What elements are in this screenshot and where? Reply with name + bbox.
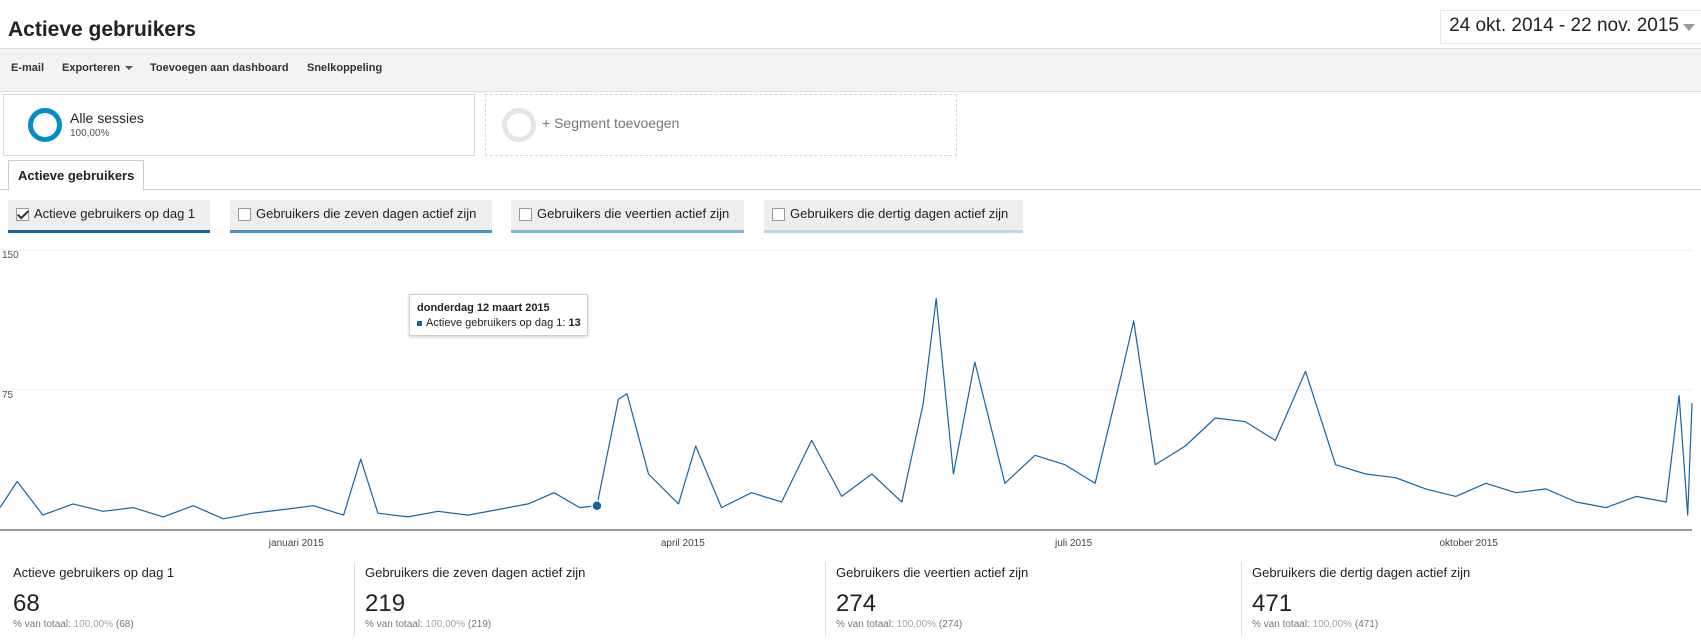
- metric-checkbox[interactable]: [519, 208, 532, 221]
- metric-toggle-day1[interactable]: Actieve gebruikers op dag 1: [8, 200, 210, 233]
- scorecard-sub-abs: (471): [1354, 619, 1379, 630]
- chevron-down-icon: [1683, 24, 1695, 31]
- tooltip-series: Actieve gebruikers op dag 1:: [426, 317, 566, 329]
- add-to-dashboard-button[interactable]: Toevoegen aan dashboard: [150, 62, 289, 74]
- metric-label: Gebruikers die zeven dagen actief zijn: [256, 206, 477, 221]
- scorecard-subtext: % van totaal: 100,00% (274): [836, 619, 962, 630]
- scorecard-name: Actieve gebruikers op dag 1: [13, 565, 175, 580]
- email-button[interactable]: E-mail: [11, 62, 45, 74]
- scorecard-sub-abs: (219): [467, 619, 492, 630]
- segment-placeholder-ring-icon: [502, 108, 536, 142]
- series-line: [0, 297, 1693, 520]
- scorecard-sub-pct: 100,00%: [896, 619, 937, 630]
- scorecard-day1[interactable]: Actieve gebruikers op dag 1 68 % van tot…: [13, 560, 343, 640]
- segment-percentage: 100,00%: [70, 128, 110, 139]
- x-tick-label: januari 2015: [268, 538, 324, 548]
- scorecard-sub-prefix: % van totaal:: [836, 619, 894, 630]
- metric-label: Gebruikers die veertien actief zijn: [537, 206, 730, 221]
- scorecard-value: 471: [1252, 590, 1293, 617]
- tab-divider: [0, 189, 1701, 190]
- caret-down-icon: [125, 66, 134, 71]
- date-range-picker[interactable]: 24 okt. 2014 - 22 nov. 2015: [1440, 10, 1701, 44]
- y-tick-label: 150: [2, 250, 19, 261]
- scorecard-subtext: % van totaal: 100,00% (471): [1252, 619, 1378, 630]
- tooltip-date: donderdag 12 maart 2015: [417, 302, 550, 314]
- scorecard-subtext: % van totaal: 100,00% (219): [365, 619, 491, 630]
- scorecard-divider: [354, 562, 355, 636]
- scorecard-value: 68: [13, 590, 40, 617]
- metric-label: Gebruikers die dertig dagen actief zijn: [790, 206, 1009, 221]
- metric-toggle-7day[interactable]: Gebruikers die zeven dagen actief zijn: [230, 200, 492, 233]
- export-label: Exporteren: [62, 62, 121, 74]
- checkmark-icon: [16, 207, 30, 220]
- scorecard-subtext: % van totaal: 100,00% (68): [13, 619, 134, 630]
- scorecard-name: Gebruikers die zeven dagen actief zijn: [365, 565, 586, 580]
- report-toolbar: E-mail Exporteren Toevoegen aan dashboar…: [0, 48, 1701, 92]
- scorecard-sub-pct: 100,00%: [73, 619, 114, 630]
- segment-name: Alle sessies: [70, 110, 144, 126]
- scorecard-name: Gebruikers die veertien actief zijn: [836, 565, 1029, 580]
- scorecard-divider: [825, 562, 826, 636]
- page-title: Actieve gebruikers: [8, 18, 196, 41]
- scorecard-7day[interactable]: Gebruikers die zeven dagen actief zijn 2…: [365, 560, 815, 640]
- line-chart[interactable]: 150 75 januari 2015 april 2015 juli 2015 okto…: [0, 238, 1701, 548]
- series-swatch-icon: [417, 320, 422, 326]
- y-tick-label: 75: [2, 390, 14, 401]
- scorecard-name: Gebruikers die dertig dagen actief zijn: [1252, 565, 1471, 580]
- x-tick-label: oktober 2015: [1439, 538, 1498, 548]
- tooltip-value: 13: [568, 317, 581, 329]
- tooltip-row: Actieve gebruikers op dag 1: 13: [417, 317, 581, 329]
- scorecard-14day[interactable]: Gebruikers die veertien actief zijn 274 …: [836, 560, 1236, 640]
- scorecard-value: 219: [365, 590, 406, 617]
- highlight-point: [591, 499, 603, 512]
- add-segment-label: + Segment toevoegen: [542, 115, 680, 131]
- scorecard-sub-abs: (274): [938, 619, 963, 630]
- scorecard-30day[interactable]: Gebruikers die dertig dagen actief zijn …: [1252, 560, 1692, 640]
- shortcut-button[interactable]: Snelkoppeling: [307, 62, 383, 74]
- metric-toggle-14day[interactable]: Gebruikers die veertien actief zijn: [511, 200, 744, 233]
- chart-tooltip: donderdag 12 maart 2015 Actieve gebruike…: [409, 294, 588, 336]
- scorecard-sub-prefix: % van totaal:: [365, 619, 423, 630]
- scorecard-sub-pct: 100,00%: [1312, 619, 1353, 630]
- metric-checkbox[interactable]: [772, 208, 785, 221]
- date-range-label: 24 okt. 2014 - 22 nov. 2015: [1449, 15, 1679, 36]
- scorecard-sub-prefix: % van totaal:: [13, 619, 71, 630]
- scorecard-divider: [1241, 562, 1242, 636]
- scorecard-sub-abs: (68): [115, 619, 134, 630]
- scorecard-sub-pct: 100,00%: [425, 619, 466, 630]
- metric-checkbox[interactable]: [238, 208, 251, 221]
- export-button[interactable]: Exporteren: [62, 62, 134, 74]
- metric-checkbox[interactable]: [16, 207, 30, 221]
- x-tick-label: juli 2015: [1054, 538, 1093, 548]
- tab-active-users[interactable]: Actieve gebruikers: [8, 160, 145, 191]
- scorecard-sub-prefix: % van totaal:: [1252, 619, 1310, 630]
- scorecard-value: 274: [836, 590, 877, 617]
- metric-toggle-30day[interactable]: Gebruikers die dertig dagen actief zijn: [764, 200, 1023, 233]
- metric-label: Actieve gebruikers op dag 1: [34, 206, 196, 221]
- segment-all-sessions[interactable]: Alle sessies 100,00%: [3, 94, 475, 156]
- x-tick-label: april 2015: [661, 538, 705, 548]
- segment-ring-icon: [28, 108, 62, 142]
- add-segment-button[interactable]: + Segment toevoegen: [485, 94, 957, 156]
